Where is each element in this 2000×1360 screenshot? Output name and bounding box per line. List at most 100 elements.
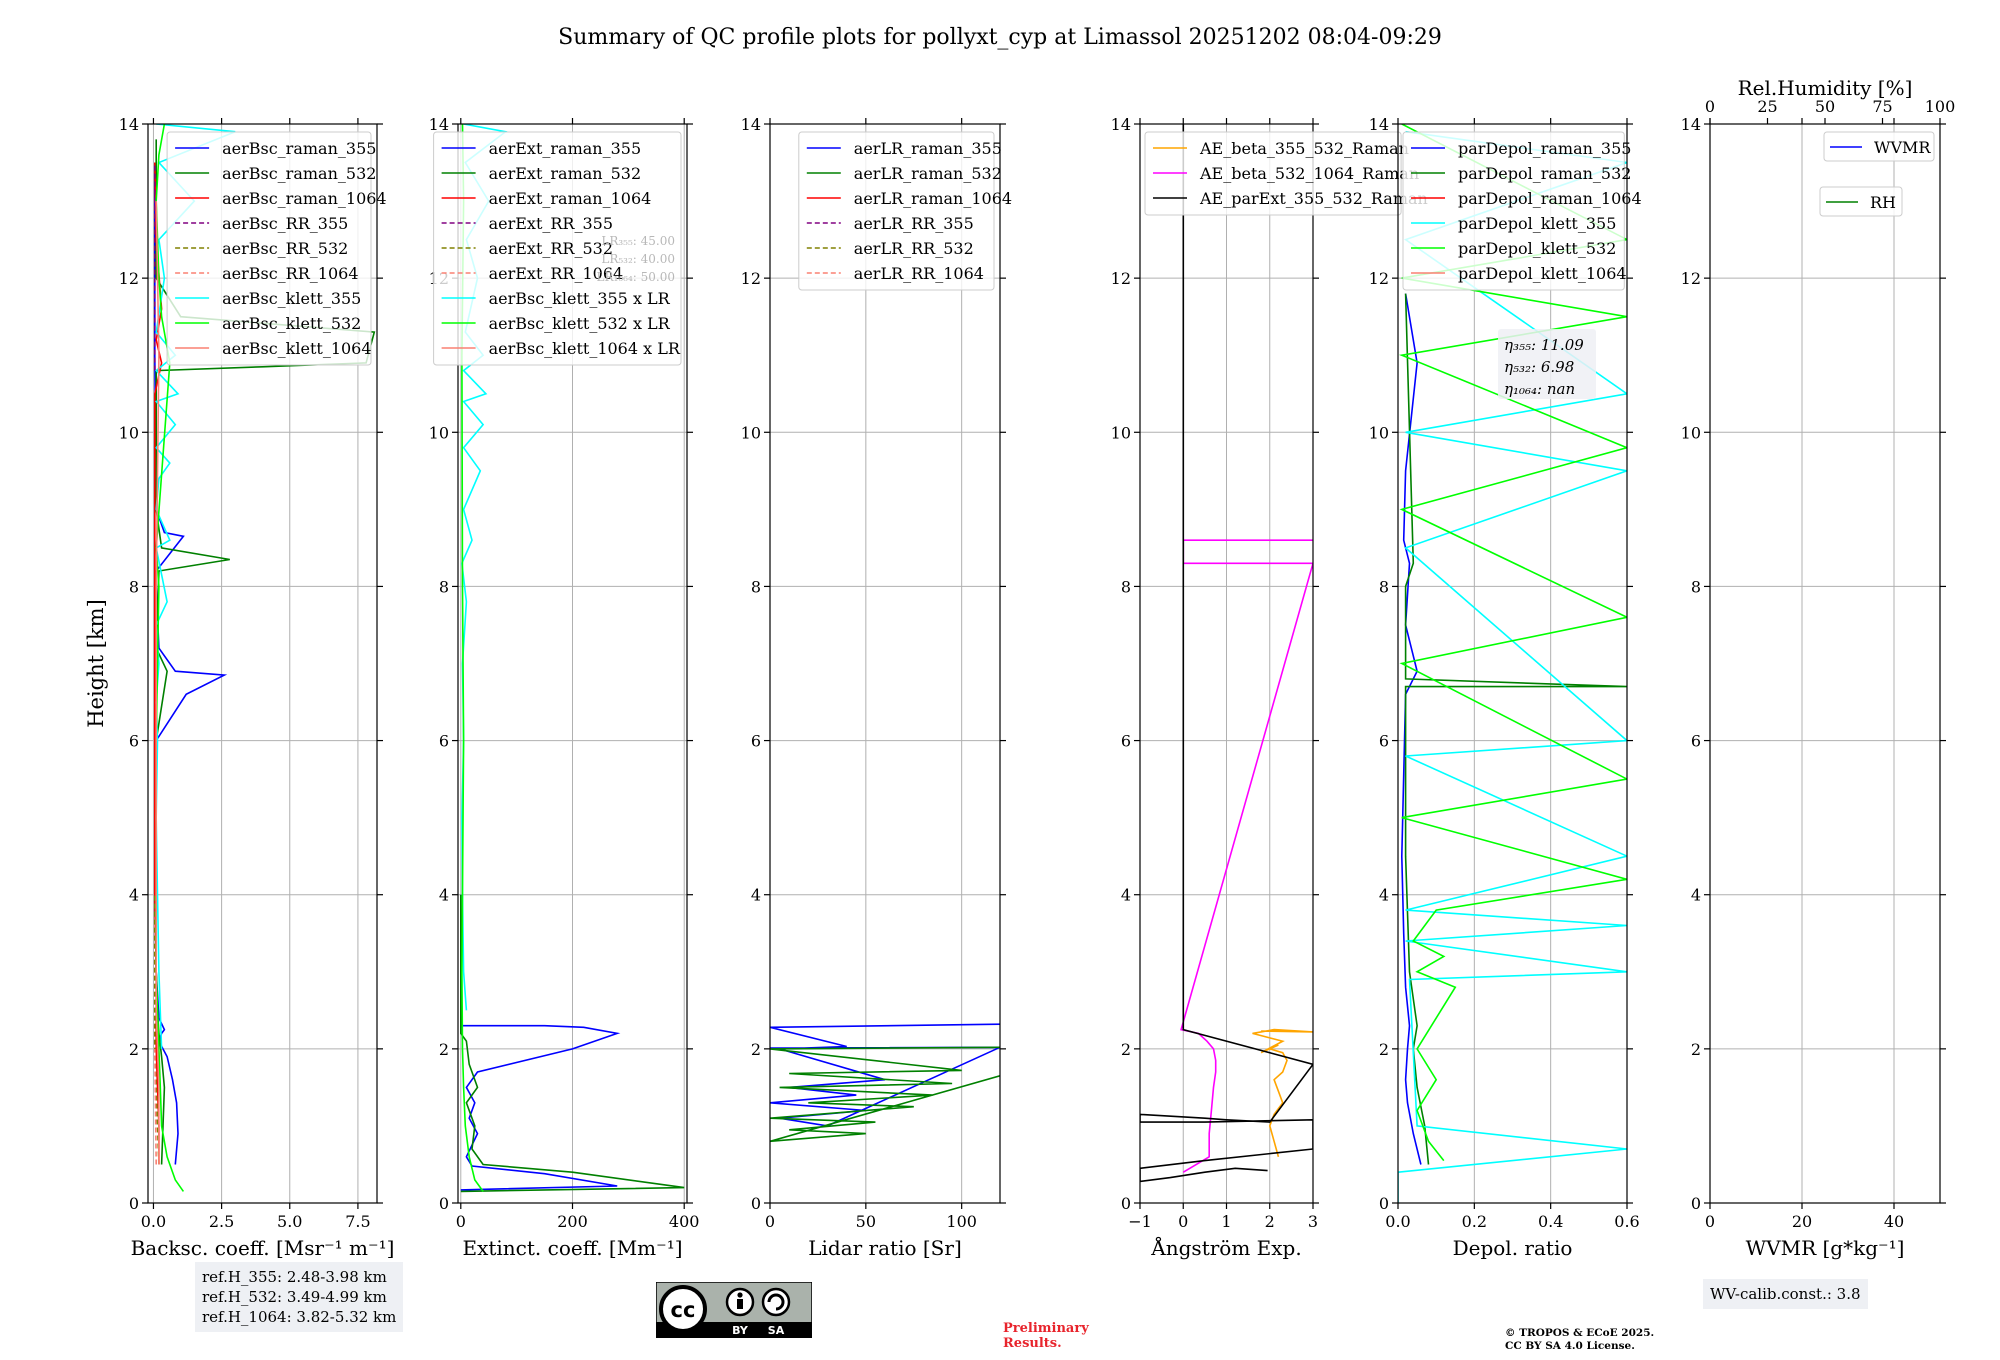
y-tick-label: 2 <box>439 1040 449 1059</box>
y-tick-label: 12 <box>1681 269 1701 288</box>
y-tick-label: 6 <box>439 732 449 751</box>
legend-label: aerBsc_RR_1064 <box>222 264 358 283</box>
series-line-aerext-raman-532 <box>459 894 685 1193</box>
y-tick-label: 4 <box>751 886 761 905</box>
legend-label: aerBsc_raman_532 <box>222 164 376 183</box>
series-line-aerext-raman-355 <box>459 894 621 1191</box>
x2-tick-label: 100 <box>1925 97 1956 116</box>
y-tick-label: 14 <box>119 115 139 134</box>
legend-label: AE_beta_532_1064_Raman <box>1199 164 1419 183</box>
series-group <box>770 1023 1000 1143</box>
y-tick-label: 2 <box>751 1040 761 1059</box>
x-axis-label: Extinct. coeff. [Mm⁻¹] <box>462 1236 682 1260</box>
legend-box <box>433 131 682 366</box>
legend-label: aerLR_RR_1064 <box>854 264 984 283</box>
legend-label: RH <box>1870 193 1896 212</box>
legend-label: parDepol_klett_1064 <box>1458 264 1627 283</box>
axes-frame <box>769 123 1001 1204</box>
y-tick-label: 2 <box>1691 1040 1701 1059</box>
x-tick-label: 0.6 <box>1614 1212 1639 1231</box>
y-tick-label: 2 <box>1121 1040 1131 1059</box>
x-tick-label: 5.0 <box>277 1212 302 1231</box>
x-tick-label: 40 <box>1884 1212 1904 1231</box>
legend-box <box>1819 186 1903 217</box>
eta-value: η₅₃₂: 6.98 <box>1504 358 1574 376</box>
x-tick-label: 100 <box>946 1212 977 1231</box>
series-line-pardepol-klett-355 <box>1398 130 1627 1203</box>
y-tick-label: 12 <box>741 269 761 288</box>
y-tick-label: 8 <box>129 577 139 596</box>
legend-label: AE_parExt_355_532_Raman <box>1199 189 1428 208</box>
x-tick-label: 0 <box>1705 1212 1715 1231</box>
legend-label: aerLR_RR_355 <box>854 214 974 233</box>
series-line-aerbsc-klett-1064 <box>155 201 160 1165</box>
legend-label: aerBsc_klett_355 x LR <box>489 289 671 308</box>
series-line-aerlr-raman-532 <box>770 1046 1000 1143</box>
x-tick-label: −1 <box>1128 1212 1152 1231</box>
legend-label: aerExt_raman_355 <box>489 139 642 158</box>
panel-lidarratio: 0 50 100 0 2 4 6 8 10 12 14 Lidar ratio [Sr] aerLR_r… <box>741 115 1012 1260</box>
y-tick-label: 12 <box>1111 269 1131 288</box>
y-tick-label: 0 <box>439 1194 449 1213</box>
legend-label: aerBsc_RR_355 <box>222 214 348 233</box>
panel-wvmr: 0 20 40 0 2 4 6 8 10 12 14 WVMR [g*kg⁻¹] 0 25 50 75 100 R… <box>1681 76 1956 1260</box>
lidar-ratio-note: LR₃₅₅: 45.00 <box>601 234 675 248</box>
legend-label: aerLR_raman_532 <box>854 164 1002 183</box>
series-line-aerbsc-rr-1064 <box>154 1048 157 1165</box>
series-line-ae-parext-355-532-raman <box>1140 124 1313 1183</box>
refh-532-text: ref.H_532: 3.49-4.99 km <box>202 1288 387 1306</box>
x-tick-label: 3 <box>1308 1212 1318 1231</box>
x-tick-label: 1 <box>1221 1212 1231 1231</box>
y-tick-label: 12 <box>119 269 139 288</box>
legend-label: aerBsc_raman_355 <box>222 139 376 158</box>
copyright-line-2: CC BY SA 4.0 License. <box>1505 1340 1635 1352</box>
preliminary-results-note: Preliminary Results. <box>1003 1321 1089 1351</box>
legend-label: aerLR_raman_355 <box>854 139 1002 158</box>
y-tick-label: 6 <box>1691 732 1701 751</box>
legend-box <box>166 131 372 366</box>
y-tick-label: 10 <box>119 423 139 442</box>
legend-label: aerBsc_klett_1064 x LR <box>489 339 681 358</box>
x-tick-label: 0.0 <box>1385 1212 1410 1231</box>
x-tick-label: 7.5 <box>345 1212 370 1231</box>
y-tick-label: 8 <box>751 577 761 596</box>
legend-box <box>1402 131 1625 291</box>
x-tick-label: 50 <box>856 1212 876 1231</box>
x-tick-label: 2 <box>1265 1212 1275 1231</box>
y-tick-label: 10 <box>1681 423 1701 442</box>
y-tick-label: 0 <box>1691 1194 1701 1213</box>
legend-label: WVMR <box>1874 138 1931 157</box>
axes-frame <box>1709 123 1941 1204</box>
x-tick-label: 400 <box>669 1212 700 1231</box>
legend-box <box>1144 131 1402 216</box>
y-tick-label: 0 <box>1379 1194 1389 1213</box>
lidar-ratio-note: LR₁₀₆₄: 50.00 <box>597 270 675 284</box>
series-line-ae-beta-532-1064-raman <box>1180 539 1313 1173</box>
y-tick-label: 8 <box>1379 577 1389 596</box>
sa-label: SA <box>768 1324 785 1337</box>
y-tick-label: 12 <box>1369 269 1389 288</box>
cc-icon <box>659 1285 707 1333</box>
legend-label: aerLR_raman_1064 <box>854 189 1012 208</box>
preliminary-line-2: Results. <box>1003 1336 1062 1351</box>
y-tick-label: 2 <box>1379 1040 1389 1059</box>
y-tick-label: 4 <box>1691 886 1701 905</box>
x2-tick-label: 75 <box>1872 97 1892 116</box>
y-tick-label: 2 <box>129 1040 139 1059</box>
x-axis-label: Lidar ratio [Sr] <box>808 1236 962 1260</box>
y-tick-label: 0 <box>1121 1194 1131 1213</box>
wv-calibration-box: WV-calib.const.: 3.8 <box>1703 1279 1868 1309</box>
y-tick-label: 0 <box>129 1194 139 1213</box>
legend-label: AE_beta_355_532_Raman <box>1199 139 1409 158</box>
x-axis-label: Ångström Exp. <box>1150 1235 1301 1260</box>
y-tick-label: 4 <box>439 886 449 905</box>
refh-1064-text: ref.H_1064: 3.82-5.32 km <box>202 1308 397 1326</box>
legend-label: aerExt_RR_532 <box>489 239 613 258</box>
y-tick-label: 6 <box>129 732 139 751</box>
legend-label: aerBsc_klett_1064 <box>222 339 371 358</box>
x-tick-label: 0.2 <box>1462 1212 1487 1231</box>
x-tick-label: 2.5 <box>209 1212 234 1231</box>
cc-license-logo: cc BY SA <box>656 1282 812 1338</box>
